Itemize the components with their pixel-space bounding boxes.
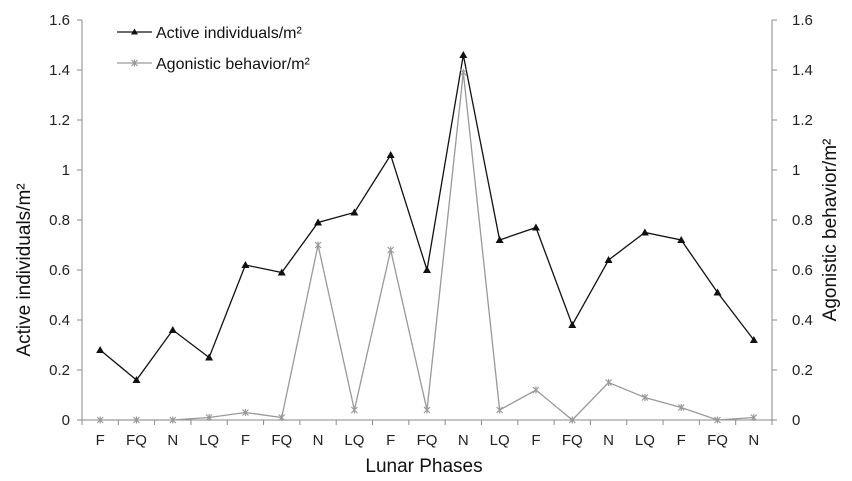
x-axis-title: Lunar Phases	[365, 456, 482, 477]
data-point	[277, 268, 286, 276]
series-line	[99, 54, 755, 381]
left-tick-label: 0	[62, 412, 70, 429]
data-point	[713, 288, 722, 296]
data-point	[386, 151, 395, 158]
data-point	[532, 386, 540, 394]
x-tick-label: LQ	[635, 432, 655, 449]
x-tick-label: LQ	[490, 432, 510, 449]
left-y-axis: 0 0.2 0.4 0.6 0.8 1 1.2 1.4 1.6	[49, 12, 83, 429]
x-tick-label: F	[241, 432, 250, 449]
data-point	[749, 336, 758, 343]
x-tick-label: F	[677, 432, 686, 449]
x-tick-label: FQ	[707, 432, 728, 449]
x-tick-label: N	[167, 432, 178, 449]
legend-marker-agonistic	[131, 59, 138, 67]
legend: Active individuals/m² Agonistic behavior…	[117, 25, 311, 73]
left-tick-label: 1.2	[49, 112, 70, 129]
left-tick-label: 0.8	[49, 212, 70, 229]
right-y-axis: 0 0.2 0.4 0.6 0.8 1 1.2 1.4 1.6	[771, 12, 813, 429]
x-tick-label: LQ	[199, 432, 219, 449]
data-point	[568, 321, 577, 328]
data-point	[496, 406, 504, 414]
data-point	[605, 379, 613, 386]
data-point	[133, 416, 140, 424]
right-tick-label: 0.2	[792, 362, 813, 379]
x-tick-label: N	[313, 432, 324, 449]
right-tick-label: 0.4	[792, 312, 813, 329]
data-point	[241, 261, 250, 268]
data-point	[604, 256, 613, 263]
y-axis-title-right: Agonistic behavior/m²	[820, 139, 841, 322]
legend-label-active: Active individuals/m²	[156, 25, 303, 42]
data-point	[314, 241, 322, 249]
left-tick-label: 0.2	[49, 362, 70, 379]
data-point	[96, 346, 105, 353]
data-point	[714, 416, 721, 424]
data-point	[459, 51, 468, 58]
x-tick-label: FQ	[417, 432, 438, 449]
data-point	[205, 353, 214, 361]
data-point	[568, 416, 576, 424]
data-point	[459, 69, 467, 76]
right-tick-label: 1.6	[792, 12, 813, 29]
data-point	[531, 223, 540, 231]
data-point	[169, 416, 177, 424]
x-tick-label: N	[748, 432, 759, 449]
legend-item-active: Active individuals/m²	[117, 25, 303, 42]
data-point	[423, 266, 431, 273]
right-tick-label: 1.4	[792, 62, 813, 79]
data-point	[423, 406, 431, 414]
x-tick-label: LQ	[344, 432, 364, 449]
data-point	[241, 409, 249, 416]
data-point	[677, 236, 686, 243]
left-tick-label: 1	[62, 162, 70, 179]
x-tick-label: FQ	[562, 432, 583, 449]
data-point	[641, 394, 649, 401]
legend-marker-active	[131, 28, 138, 35]
legend-item-agonistic: Agonistic behavior/m²	[117, 56, 311, 73]
data-point	[350, 406, 358, 414]
x-tick-label: F	[531, 432, 540, 449]
data-point	[677, 404, 685, 411]
right-tick-label: 0.8	[792, 212, 813, 229]
data-point	[750, 414, 758, 421]
x-tick-label: FQ	[271, 432, 292, 449]
right-tick-label: 0.6	[792, 262, 813, 279]
x-tick-label: N	[603, 432, 614, 449]
data-point	[96, 416, 104, 424]
data-point	[314, 218, 323, 226]
x-axis: F FQ N LQ F FQ N LQ F FQ N LQ F FQ N LQ F FQ N	[81, 419, 773, 449]
data-point	[132, 376, 141, 383]
data-point	[278, 414, 286, 421]
series-line	[100, 72, 754, 421]
series-agonistic-behavior	[96, 69, 758, 424]
y-axis-title-left: Active individuals/m²	[14, 183, 35, 356]
right-tick-label: 0	[792, 412, 800, 429]
x-tick-label: F	[386, 432, 395, 449]
left-tick-label: 0.4	[49, 312, 70, 329]
data-point	[495, 236, 504, 243]
left-tick-label: 0.6	[49, 262, 70, 279]
x-tick-label: F	[96, 432, 105, 449]
x-tick-label: FQ	[126, 432, 147, 449]
right-tick-label: 1.2	[792, 112, 813, 129]
legend-label-agonistic: Agonistic behavior/m²	[156, 56, 311, 73]
data-point	[640, 228, 649, 236]
left-tick-label: 1.4	[49, 62, 70, 79]
data-point	[387, 246, 395, 254]
left-tick-label: 1.6	[49, 12, 70, 29]
data-point	[205, 414, 213, 421]
x-tick-label: N	[458, 432, 469, 449]
right-tick-label: 1	[792, 162, 800, 179]
data-point	[350, 208, 359, 216]
series-active-individuals	[96, 51, 758, 383]
data-point	[168, 326, 177, 333]
series-layer	[96, 51, 758, 424]
